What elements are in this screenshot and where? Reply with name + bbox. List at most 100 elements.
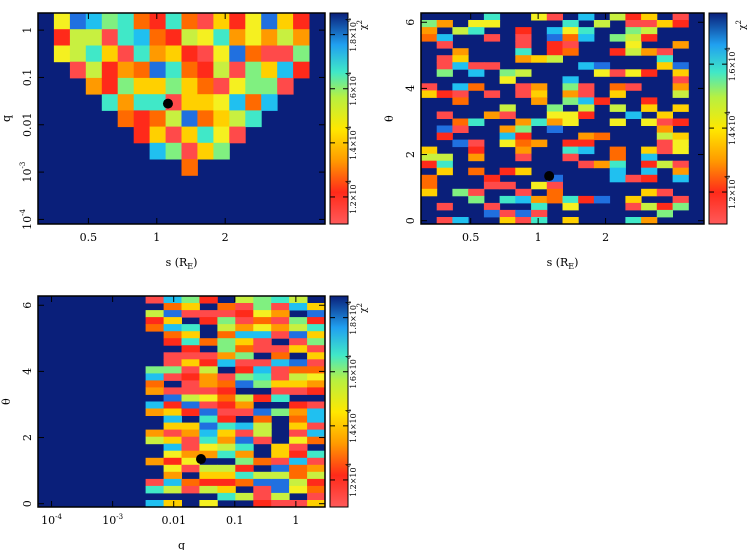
heatmap-cell xyxy=(197,142,214,160)
heatmap-cell xyxy=(515,132,532,141)
heatmap-cell xyxy=(163,422,182,431)
heatmap-cell xyxy=(641,20,658,28)
heatmap-cell xyxy=(261,45,278,63)
heatmap-cell xyxy=(656,139,673,148)
heatmap-cell xyxy=(499,139,516,148)
heatmap-cell xyxy=(562,195,579,204)
heatmap-cell xyxy=(181,352,200,360)
heatmap-cell xyxy=(271,464,290,473)
heatmap-cell xyxy=(609,48,626,56)
heatmap-cell xyxy=(641,69,658,77)
heatmap-cell xyxy=(197,126,214,144)
heatmap-cell xyxy=(199,387,218,395)
heatmap-cell xyxy=(468,167,485,176)
heatmap-cell xyxy=(181,408,200,416)
heatmap-cell xyxy=(163,415,182,424)
heatmap-cell xyxy=(163,394,182,402)
heatmap-cell xyxy=(562,48,579,56)
heatmap-cell xyxy=(672,146,689,155)
heatmap-cell xyxy=(546,34,563,42)
heatmap-cell xyxy=(145,296,164,304)
heatmap-cell xyxy=(213,126,230,144)
heatmap-cell xyxy=(145,457,164,466)
heatmap-cell xyxy=(253,415,272,424)
heatmap-cell xyxy=(421,153,438,162)
heatmap-cell xyxy=(625,69,642,77)
heatmap-cell xyxy=(235,478,254,487)
heatmap-cell xyxy=(213,110,230,128)
heatmap-cell xyxy=(181,485,200,494)
heatmap-cell xyxy=(609,13,626,21)
heatmap-cell xyxy=(229,77,246,95)
heatmap-cell xyxy=(562,139,579,148)
plot-frame xyxy=(37,12,326,225)
heatmap-cell xyxy=(641,146,658,155)
heatmap-cell xyxy=(641,48,658,56)
heatmap-cell xyxy=(213,94,230,111)
y-tick-label: 4 xyxy=(404,85,417,92)
heatmap-cell xyxy=(531,83,548,91)
heatmap-cell xyxy=(145,500,164,508)
heatmap-cell xyxy=(468,83,485,91)
heatmap-cell xyxy=(217,394,236,402)
heatmap-cell xyxy=(235,338,254,346)
heatmap-cell xyxy=(145,387,164,395)
heatmap-cell xyxy=(163,387,182,395)
heatmap-cell xyxy=(85,13,103,30)
heatmap-cell xyxy=(69,29,87,46)
heatmap-cell xyxy=(213,61,230,79)
heatmap-cell xyxy=(625,217,642,225)
heatmap-cell xyxy=(229,45,246,63)
heatmap-cell xyxy=(229,110,246,128)
heatmap-cell xyxy=(452,217,469,225)
heatmap-cell xyxy=(656,62,673,70)
heatmap-cell xyxy=(546,188,563,197)
heatmap-cell xyxy=(149,126,166,144)
heatmap-cell xyxy=(307,422,326,431)
heatmap-cell xyxy=(181,457,200,466)
colorbar-label: χ2 xyxy=(356,20,369,30)
heatmap-cell xyxy=(117,13,135,30)
heatmap-cell xyxy=(546,27,563,35)
heatmap-cell xyxy=(452,55,469,63)
heatmap-cell xyxy=(672,83,689,91)
heatmap-cell xyxy=(235,324,254,332)
heatmap-cell xyxy=(499,167,516,176)
heatmap-cell xyxy=(421,34,438,42)
heatmap-cell xyxy=(181,366,200,374)
heatmap-cell xyxy=(562,202,579,211)
heatmap-cell xyxy=(145,373,164,381)
colorbar-gradient xyxy=(708,12,728,225)
heatmap-cell xyxy=(293,29,310,46)
y-tick-label: 10-3 xyxy=(19,162,34,183)
colorbar-tick-label: 1.2×104 xyxy=(345,462,358,497)
heatmap-cell xyxy=(85,45,103,63)
heatmap-cell xyxy=(181,338,200,346)
heatmap-cell xyxy=(245,77,262,95)
heatmap-cell xyxy=(436,69,453,77)
heatmap-cell xyxy=(199,500,218,508)
heatmap-cell xyxy=(593,160,611,169)
heatmap-cell xyxy=(468,20,485,28)
heatmap-cell xyxy=(593,195,611,204)
heatmap-cell xyxy=(253,500,272,508)
heatmap-cell xyxy=(101,29,119,46)
heatmap-cell xyxy=(289,471,308,480)
heatmap-cell xyxy=(546,41,563,49)
heatmap-cell xyxy=(499,217,516,225)
heatmap-cell xyxy=(253,345,272,353)
axis-ticks: 10-4 10-3 0.01 0.1 1 0 2 4 6 xyxy=(21,296,325,527)
heatmap-cell xyxy=(625,83,642,91)
heatmap-cell xyxy=(145,478,164,487)
heatmap-cell xyxy=(197,13,214,30)
heatmap-cell xyxy=(217,408,236,416)
heatmap-cell xyxy=(117,29,135,46)
best-fit-marker xyxy=(544,171,555,182)
heatmap-cell xyxy=(199,429,218,438)
heatmap-cell xyxy=(199,464,218,473)
heatmap-cell xyxy=(436,90,453,98)
heatmap-cell xyxy=(235,345,254,353)
heatmap-cell xyxy=(235,443,254,452)
heatmap-cell xyxy=(307,359,326,367)
